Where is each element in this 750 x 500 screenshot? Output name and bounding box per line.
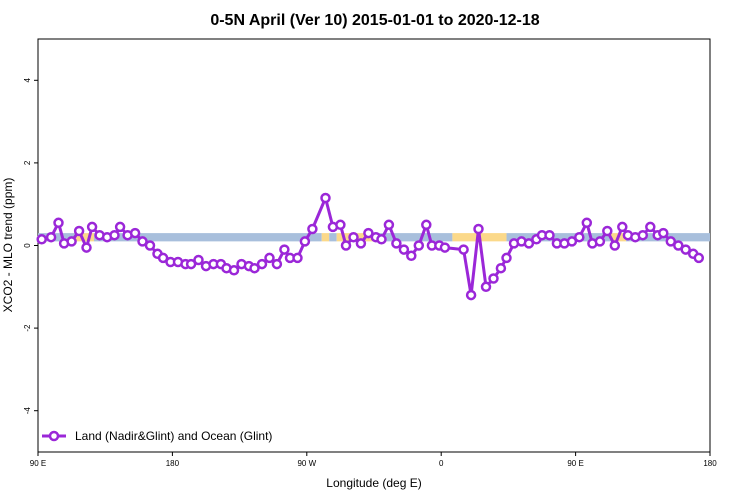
y-tick-label: 2 [23,160,32,165]
x-tick-label: 90 W [297,459,316,468]
data-point [86,221,98,233]
data-point [335,219,346,231]
data-point [376,234,387,245]
data-point [574,231,585,243]
data-point [594,236,606,247]
data-point [81,242,92,253]
data-point [363,227,374,239]
y-axis-ticks: -4 -2 0 2 4 [23,78,38,415]
legend: Land (Nadir&Glint) and Ocean (Glint) [42,429,272,443]
data-point [413,240,425,251]
data-point [523,238,535,249]
data-point [36,234,47,245]
x-axis-ticks: 90 E 180 90 W 0 90 E 180 [30,452,717,468]
data-point [144,240,156,251]
data-point [45,231,57,243]
data-point [109,229,120,241]
data-point [264,252,275,264]
data-point [637,229,649,241]
data-point [279,244,290,255]
data-point [673,240,684,251]
data-point [137,236,148,247]
data-point [439,242,451,253]
data-point [299,236,311,247]
data-point [495,262,507,274]
data-point [566,236,578,247]
data-point [458,244,469,255]
data-point [501,252,512,264]
x-tick-label: 0 [439,459,444,468]
band-segment-land [75,233,94,242]
data-point [193,254,204,266]
y-tick-label: 0 [23,243,32,248]
data-point [355,238,367,249]
data-point [581,217,593,229]
data-point [157,252,169,264]
data-point [249,262,260,274]
data-point [129,227,141,239]
x-tick-label: 180 [166,459,180,468]
data-point [320,192,331,204]
legend-marker-swatch [48,430,60,442]
band-segment-ocean [94,233,322,242]
band-segment-ocean [38,233,76,242]
band-segment-land [321,233,330,242]
data-point [617,221,628,233]
data-point [602,225,613,237]
data-point [544,229,555,241]
data-point [398,244,410,255]
data-point [383,219,395,231]
data-point [473,223,484,235]
data-point [421,219,432,231]
y-tick-label: -2 [23,324,32,332]
chart-title: 0-5N April (Ver 10) 2015-01-01 to 2020-1… [210,12,539,29]
y-axis-label: XCO2 - MLO trend (ppm) [1,178,15,313]
data-point [271,258,283,270]
x-tick-label: 90 E [30,459,46,468]
data-point [340,240,352,251]
data-point [665,236,677,247]
data-point [465,289,477,301]
x-axis-label: Longitude (deg E) [326,476,421,490]
band-segment-ocean [329,233,337,242]
data-point [645,221,656,233]
data-point [658,227,669,239]
x-tick-label: 90 E [567,459,583,468]
data-point [53,217,64,229]
data-point [348,231,359,243]
y-tick-label: 4 [23,78,32,83]
data-markers [36,192,705,301]
y-tick-label: -4 [23,407,32,415]
data-point [680,244,691,255]
data-point [292,252,303,264]
legend-entry-label: Land (Nadir&Glint) and Ocean (Glint) [75,429,272,443]
data-point [406,250,417,262]
data-point [73,225,85,237]
band-segment-ocean [374,233,453,242]
x-tick-label: 180 [703,459,717,468]
data-point [185,258,197,270]
data-point [488,273,499,284]
data-point [480,281,492,293]
data-point [256,258,268,270]
data-point [307,223,318,235]
data-point [228,265,240,276]
data-point [66,236,77,247]
plot-frame [37,38,711,453]
data-point [114,221,126,233]
data-point [609,240,621,251]
band-segment-ocean [506,233,612,242]
data-point [693,252,705,264]
data-point [391,238,402,249]
